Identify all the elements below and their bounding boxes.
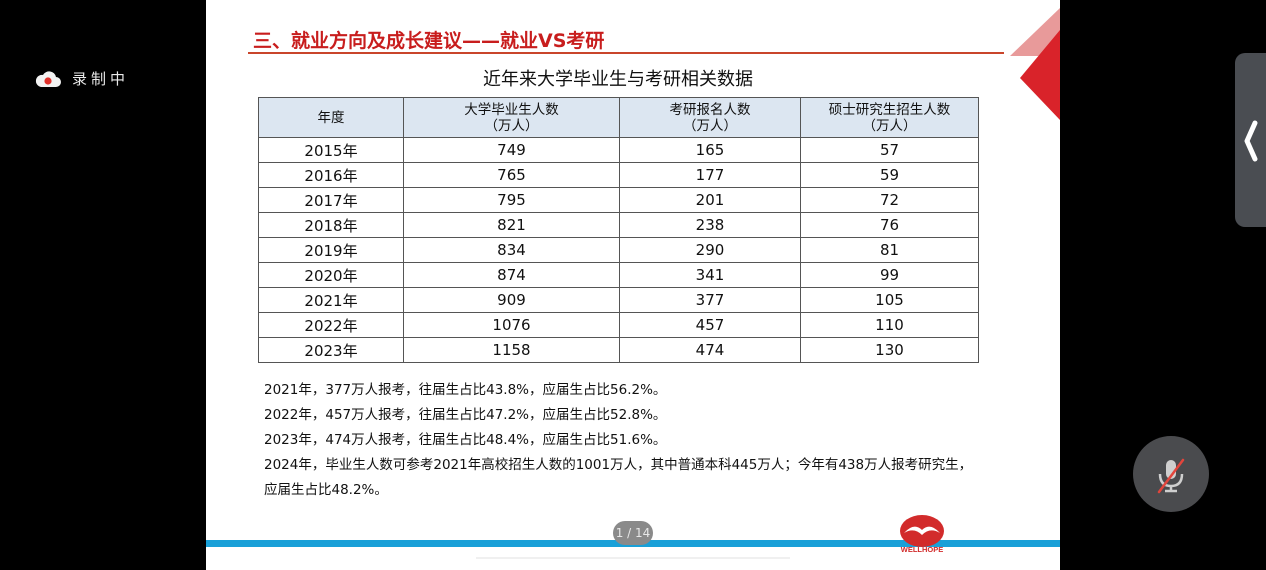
statistics-notes: 2021年，377万人报考，往届生占比43.8%，应届生占比56.2%。 202… — [264, 378, 1004, 503]
table-row: 2020年 874 341 99 — [258, 262, 979, 288]
cell-master-enrollment: 72 — [800, 187, 979, 213]
cell-graduates: 795 — [403, 187, 620, 213]
table-row: 2022年 1076 457 110 — [258, 312, 979, 338]
cell-exam-applicants: 457 — [619, 312, 801, 338]
corner-decoration — [1010, 8, 1060, 120]
cell-exam-applicants: 290 — [619, 237, 801, 263]
cell-exam-applicants: 238 — [619, 212, 801, 238]
cell-graduates: 834 — [403, 237, 620, 263]
table-row: 2019年 834 290 81 — [258, 237, 979, 263]
cell-graduates: 1076 — [403, 312, 620, 338]
slide-heading: 三、就业方向及成长建议——就业VS考研 — [253, 30, 605, 52]
cell-master-enrollment: 76 — [800, 212, 979, 238]
cell-year: 2018年 — [258, 212, 404, 238]
page-indicator[interactable]: 1 / 14 — [613, 521, 653, 545]
cell-graduates: 874 — [403, 262, 620, 288]
header-label: 大学毕业生人数 — [464, 101, 559, 118]
side-panel-toggle[interactable] — [1235, 53, 1266, 227]
footer-divider — [476, 557, 790, 559]
header-label: 年度 — [317, 109, 345, 126]
graduates-data-table: 年度 大学毕业生人数 （万人） 考研报名人数 （万人） 硕士研究生招生人数 （万… — [258, 97, 979, 363]
cell-year: 2022年 — [258, 312, 404, 338]
recording-label: 录制中 — [72, 70, 130, 88]
cell-master-enrollment: 57 — [800, 137, 979, 163]
table-row: 2017年 795 201 72 — [258, 187, 979, 213]
cell-exam-applicants: 341 — [619, 262, 801, 288]
recording-indicator: 录制中 — [34, 68, 129, 89]
note-line: 2022年，457万人报考，往届生占比47.2%，应届生占比52.8%。 — [264, 407, 667, 423]
table-row: 2016年 765 177 59 — [258, 162, 979, 188]
cell-master-enrollment: 59 — [800, 162, 979, 188]
header-unit: （万人） — [484, 117, 539, 134]
cell-graduates: 765 — [403, 162, 620, 188]
table-row: 2021年 909 377 105 — [258, 287, 979, 313]
cell-master-enrollment: 99 — [800, 262, 979, 288]
cell-year: 2019年 — [258, 237, 404, 263]
header-label: 硕士研究生招生人数 — [828, 101, 951, 118]
note-line: 2024年，毕业生人数可参考2021年高校招生人数的1001万人，其中普通本科4… — [264, 457, 973, 473]
cell-exam-applicants: 177 — [619, 162, 801, 188]
table-row: 2018年 821 238 76 — [258, 212, 979, 238]
table-header-row: 年度 大学毕业生人数 （万人） 考研报名人数 （万人） 硕士研究生招生人数 （万… — [258, 97, 979, 138]
cell-year: 2023年 — [258, 337, 404, 363]
cell-graduates: 909 — [403, 287, 620, 313]
cell-graduates: 1158 — [403, 337, 620, 363]
cell-year: 2016年 — [258, 162, 404, 188]
header-label: 考研报名人数 — [669, 101, 751, 118]
header-exam-applicants: 考研报名人数 （万人） — [619, 97, 801, 138]
cell-exam-applicants: 201 — [619, 187, 801, 213]
cloud-record-icon — [34, 70, 62, 88]
table-title: 近年来大学毕业生与考研相关数据 — [483, 69, 753, 90]
header-year: 年度 — [258, 97, 404, 138]
table-row: 2023年 1158 474 130 — [258, 337, 979, 363]
presentation-slide: 三、就业方向及成长建议——就业VS考研 近年来大学毕业生与考研相关数据 年度 大… — [206, 0, 1060, 570]
logo-text: WELLHOPE — [901, 545, 944, 554]
wellhope-logo: WELLHOPE — [900, 515, 944, 554]
heading-divider — [248, 52, 1004, 54]
mic-toggle-button[interactable] — [1133, 436, 1209, 512]
header-unit: （万人） — [683, 117, 737, 134]
cell-master-enrollment: 110 — [800, 312, 979, 338]
note-line: 应届生占比48.2%。 — [264, 482, 388, 498]
cell-year: 2017年 — [258, 187, 404, 213]
note-line: 2023年，474万人报考，往届生占比48.4%，应届生占比51.6%。 — [264, 432, 667, 448]
header-unit: （万人） — [862, 117, 917, 134]
header-master-enrollment: 硕士研究生招生人数 （万人） — [800, 97, 979, 138]
note-line: 2021年，377万人报考，往届生占比43.8%，应届生占比56.2%。 — [264, 382, 667, 398]
cell-exam-applicants: 165 — [619, 137, 801, 163]
cell-graduates: 749 — [403, 137, 620, 163]
chevron-left-icon — [1244, 120, 1258, 162]
cell-master-enrollment: 130 — [800, 337, 979, 363]
cell-year: 2015年 — [258, 137, 404, 163]
cell-exam-applicants: 474 — [619, 337, 801, 363]
cell-exam-applicants: 377 — [619, 287, 801, 313]
header-graduates: 大学毕业生人数 （万人） — [403, 97, 620, 138]
cell-year: 2021年 — [258, 287, 404, 313]
cell-graduates: 821 — [403, 212, 620, 238]
mic-muted-icon — [1157, 458, 1185, 494]
cell-master-enrollment: 81 — [800, 237, 979, 263]
cell-year: 2020年 — [258, 262, 404, 288]
cell-master-enrollment: 105 — [800, 287, 979, 313]
table-row: 2015年 749 165 57 — [258, 137, 979, 163]
